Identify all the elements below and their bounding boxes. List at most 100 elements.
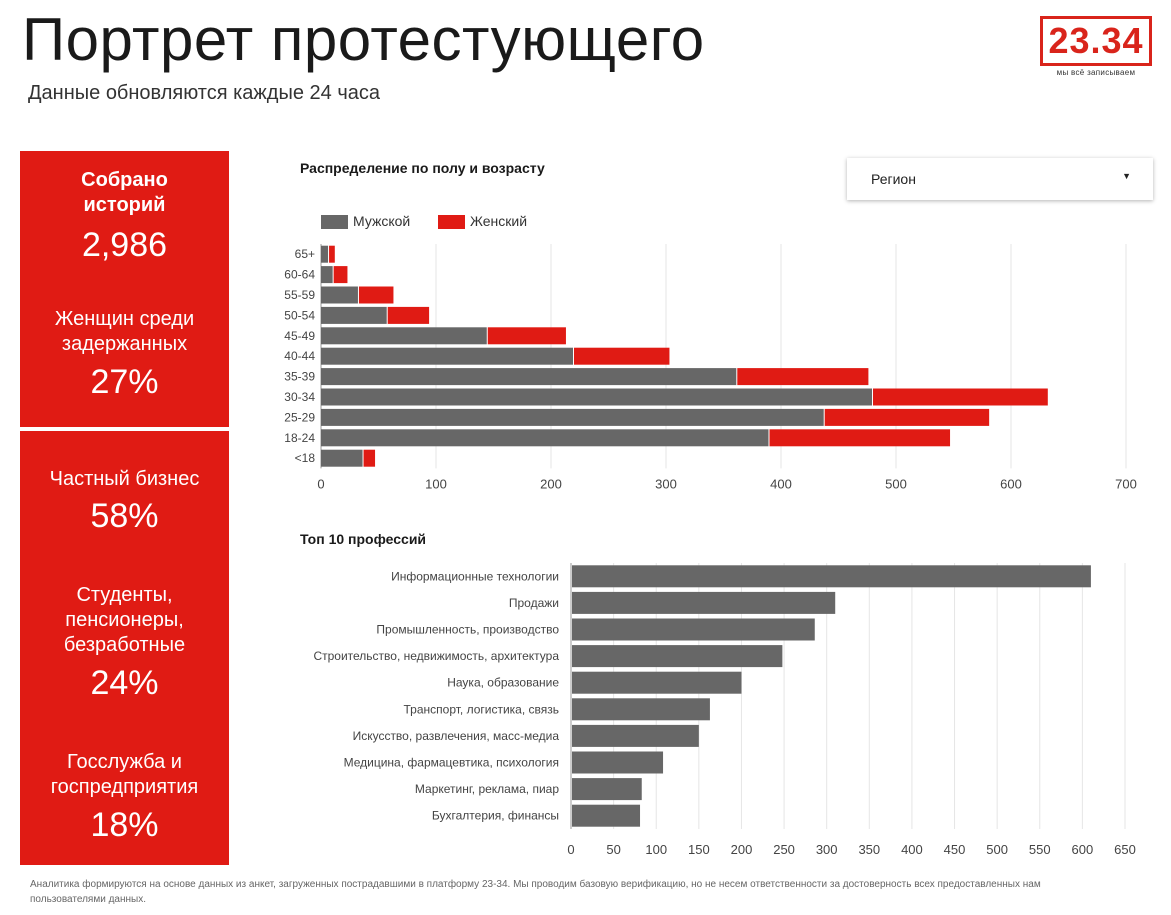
age-chart-title: Распределение по полу и возрасту (300, 160, 545, 176)
prof-x-tick-label: 0 (567, 842, 574, 854)
age-category-label: 45-49 (284, 329, 315, 343)
age-x-tick-label: 0 (317, 476, 324, 491)
prof-bar (572, 565, 1091, 588)
age-category-label: 25-29 (284, 410, 315, 424)
age-bar-male (321, 245, 329, 263)
legend-label-male: Мужской (353, 213, 411, 229)
stats-panel-bottom: Частный бизнес 58% Студенты, пенсионеры,… (20, 431, 229, 865)
age-x-tick-label: 400 (770, 476, 792, 491)
stat-label-government: Госслужба и госпредприятия (50, 751, 199, 798)
prof-category-label: Медицина, фармацевтика, психология (344, 756, 559, 770)
age-category-label: 60-64 (284, 268, 315, 282)
prof-category-label: Бухгалтерия, финансы (432, 809, 559, 823)
age-category-label: 30-34 (284, 390, 315, 404)
age-x-tick-label: 700 (1115, 476, 1137, 491)
prof-x-tick-label: 400 (901, 842, 923, 854)
age-x-tick-label: 600 (1000, 476, 1022, 491)
age-bar-female (329, 245, 335, 263)
age-bar-male (321, 306, 387, 324)
age-bar-female (333, 266, 348, 284)
age-bar-female (574, 347, 670, 365)
age-bar-female (737, 368, 869, 386)
age-bar-male (321, 408, 824, 426)
page-title: Портрет протестующего (22, 6, 705, 73)
region-dropdown[interactable]: Регион ▼ (847, 158, 1153, 200)
prof-x-tick-label: 350 (858, 842, 880, 854)
prof-category-label: Информационные технологии (391, 569, 559, 583)
age-bar-female (487, 327, 566, 345)
prof-bar (572, 645, 783, 668)
prof-bar (572, 618, 815, 641)
logo[interactable]: 23.34 (1040, 16, 1152, 66)
prof-x-tick-label: 300 (816, 842, 838, 854)
prof-category-label: Маркетинг, реклама, пиар (415, 782, 559, 796)
age-bar-female (873, 388, 1048, 406)
prof-x-tick-label: 250 (773, 842, 795, 854)
prof-bar (572, 751, 664, 774)
prof-x-tick-label: 500 (986, 842, 1008, 854)
age-bar-male (321, 286, 358, 304)
age-bar-female (358, 286, 394, 304)
prof-bar (572, 778, 642, 801)
age-category-label: 40-44 (284, 349, 315, 363)
age-bar-female (387, 306, 430, 324)
age-bar-female (824, 408, 990, 426)
stat-label-women: Женщин среди задержанных (54, 308, 195, 355)
age-category-label: 35-39 (284, 370, 315, 384)
age-gender-chart: 0 100 200 300 400 500 600 700 65+ 60-64 55-59 50-54… (284, 244, 1137, 491)
age-bar-male (321, 449, 363, 467)
region-dropdown-label: Регион (871, 171, 916, 187)
age-category-label: <18 (295, 451, 316, 465)
prof-category-label: Строительство, недвижимость, архитектура (313, 649, 559, 663)
age-bar-female (769, 429, 951, 447)
footnote: Аналитика формируются на основе данных и… (30, 879, 1041, 905)
prof-x-tick-label: 550 (1029, 842, 1051, 854)
prof-bar (572, 591, 836, 614)
prof-x-tick-label: 150 (688, 842, 710, 854)
stat-value-stories: 2,986 (81, 226, 168, 264)
prof-bar (572, 698, 710, 721)
chevron-down-icon: ▼ (1122, 171, 1131, 181)
stat-label-stories: Собрано историй (81, 169, 168, 216)
professions-chart: 0 50 100 150 200 250 300 350 400 450 500 550 600 650 И… (313, 563, 1136, 854)
prof-category-label: Продажи (509, 596, 559, 610)
stats-panel-top: Собрано историй 2,986 Женщин среди задер… (20, 151, 229, 427)
prof-x-tick-label: 50 (606, 842, 620, 854)
professions-chart-title: Топ 10 профессий (300, 531, 427, 547)
age-x-tick-label: 100 (425, 476, 447, 491)
prof-category-label: Транспорт, логистика, связь (404, 702, 559, 716)
stat-value-women: 27% (90, 363, 159, 401)
prof-bar (572, 671, 742, 694)
age-category-label: 55-59 (284, 288, 315, 302)
stat-label-students: Студенты, пенсионеры, безработные (63, 584, 186, 656)
age-category-label: 65+ (295, 247, 315, 261)
age-bar-male (321, 327, 487, 345)
legend-label-female: Женский (470, 213, 528, 229)
age-bar-male (321, 368, 737, 386)
prof-bar (572, 804, 641, 827)
age-bar-male (321, 388, 872, 406)
age-x-tick-label: 200 (540, 476, 562, 491)
stat-label-business: Частный бизнес (49, 468, 200, 490)
prof-category-label: Промышленность, производство (376, 623, 559, 637)
prof-bar (572, 724, 699, 747)
stat-value-government: 18% (90, 806, 159, 844)
prof-x-tick-label: 200 (731, 842, 753, 854)
age-bar-female (363, 449, 376, 467)
age-x-tick-label: 300 (655, 476, 677, 491)
legend-swatch-male (321, 215, 348, 229)
age-bar-male (321, 429, 769, 447)
prof-x-tick-label: 650 (1114, 842, 1136, 854)
age-bar-male (321, 266, 333, 284)
prof-category-label: Искусство, развлечения, масс-медиа (353, 729, 560, 743)
age-category-label: 18-24 (284, 431, 315, 445)
page-subtitle: Данные обновляются каждые 24 часа (28, 82, 380, 104)
stat-value-students: 24% (90, 664, 159, 702)
prof-category-label: Наука, образование (447, 676, 559, 690)
age-bar-male (321, 347, 573, 365)
prof-x-tick-label: 450 (944, 842, 966, 854)
age-category-label: 50-54 (284, 308, 315, 322)
logo-tagline: мы всё записываем (1056, 68, 1136, 77)
prof-x-tick-label: 100 (645, 842, 667, 854)
age-x-tick-label: 500 (885, 476, 907, 491)
